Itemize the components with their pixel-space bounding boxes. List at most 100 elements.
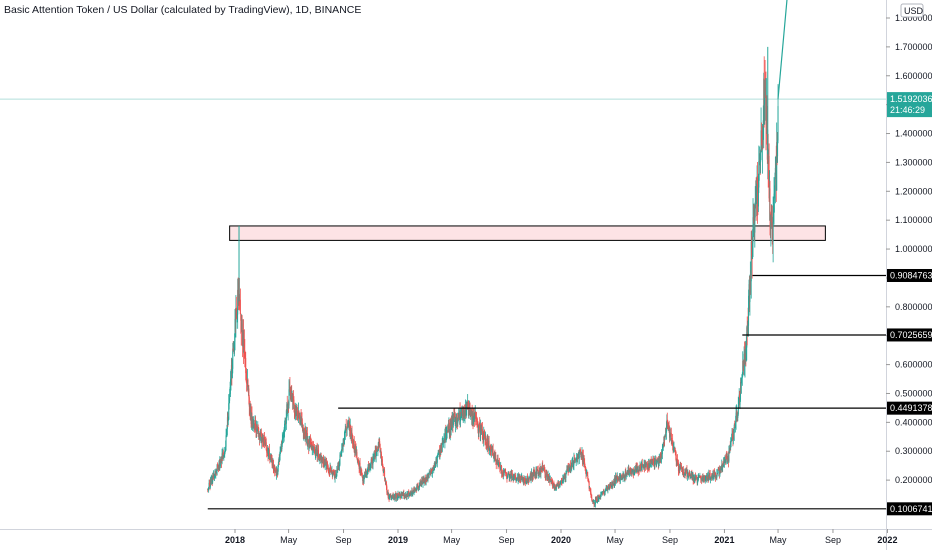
candle-body [272,459,274,469]
candle-body [656,463,658,466]
candle-body [747,323,749,333]
candle-body [208,482,210,488]
time-tick-label: 2020 [551,535,571,545]
currency-badge-box[interactable] [900,3,924,18]
candle-body [326,462,328,470]
candle-body [769,188,771,214]
candle-body [741,378,743,379]
price-axis[interactable]: 0.100000000.200000000.300000000.40000000… [886,13,932,514]
candle-body [340,453,342,454]
candle-body [410,492,412,496]
candle-body [712,473,714,478]
candle-body [632,469,634,474]
candle-body [287,402,289,411]
candle-body [693,476,695,480]
candle-body [744,357,746,365]
candle-body [427,475,429,481]
candle-body [651,459,653,464]
candle-body [652,458,654,463]
projection-line-layer [777,0,788,99]
candle-body [577,455,579,459]
candle-body [675,454,677,462]
candle-body [731,437,733,440]
candle-body [213,474,215,479]
candle-body [338,464,340,467]
candle-body [252,425,254,428]
candle-body [401,492,403,496]
candle-body [232,348,234,369]
candle-body [697,478,699,481]
projection-line[interactable] [777,0,788,99]
candle-body [500,465,502,470]
candle-body [334,471,336,479]
candle-body [475,412,477,419]
candle-body [602,491,604,493]
candle-body [472,418,474,421]
candle-body [677,462,679,472]
price-tick-label: 0.50000000 [895,388,932,398]
candle-body [279,451,281,456]
candle-body [309,440,311,448]
price-tick-label: 1.20000000 [895,186,932,196]
candle-body [665,426,667,433]
candle-body [696,477,698,479]
candle-body [590,494,592,498]
candle-body [608,484,610,488]
candle-body [489,449,491,451]
price-tick-label: 1.80000000 [895,13,932,23]
candle-body [302,427,304,434]
candle-body [369,465,371,467]
candle-body [499,464,501,469]
candle-body [653,462,655,464]
candle-body [476,423,478,426]
candles-layer [207,46,779,508]
candle-body [589,487,591,490]
candle-body [540,467,542,470]
candle-body [639,466,641,471]
candle-body [682,469,684,475]
candle-body [518,479,520,481]
candle-body [217,465,219,469]
candle-body [293,397,295,400]
candle-body [533,471,535,474]
candle-body [314,453,316,455]
candle-body [751,241,753,256]
candle-body [573,457,575,460]
resistance-zone-box[interactable] [229,225,826,241]
candle-body [638,469,640,471]
time-tick-label: May [280,535,298,545]
candle-body [734,424,736,428]
candle-body [635,466,637,472]
candle-body [697,480,699,484]
candle-body [773,210,775,217]
candle-body [282,435,284,437]
candle-body [313,446,315,453]
candle-body [762,120,764,128]
currency-badge[interactable]: USD [900,3,924,18]
candle-body [715,472,717,479]
candle-body [571,463,573,468]
candle-body [367,470,369,472]
candle-body [475,418,477,419]
candle-body [327,464,329,470]
candle-body [314,452,316,455]
candle-body [756,194,758,197]
candle-body [485,436,487,445]
candle-body [239,297,241,300]
candle-body [374,453,376,457]
candle-body [305,431,307,440]
candle-body [617,475,619,480]
candle-body [245,357,247,374]
candle-body [381,459,383,465]
time-tick-label: 2019 [388,535,408,545]
candle-body [268,449,270,459]
price-tick-label: 1.00000000 [895,244,932,254]
time-axis[interactable]: 2018 May Sep 2019 May Sep 2020 May Sep 2021 May Sep… [225,529,897,545]
candle-body [281,439,283,445]
candle-body [301,422,303,429]
candle-body [738,398,740,406]
candle-body [242,330,244,352]
candle-body [289,387,291,388]
candle-body [497,462,499,466]
